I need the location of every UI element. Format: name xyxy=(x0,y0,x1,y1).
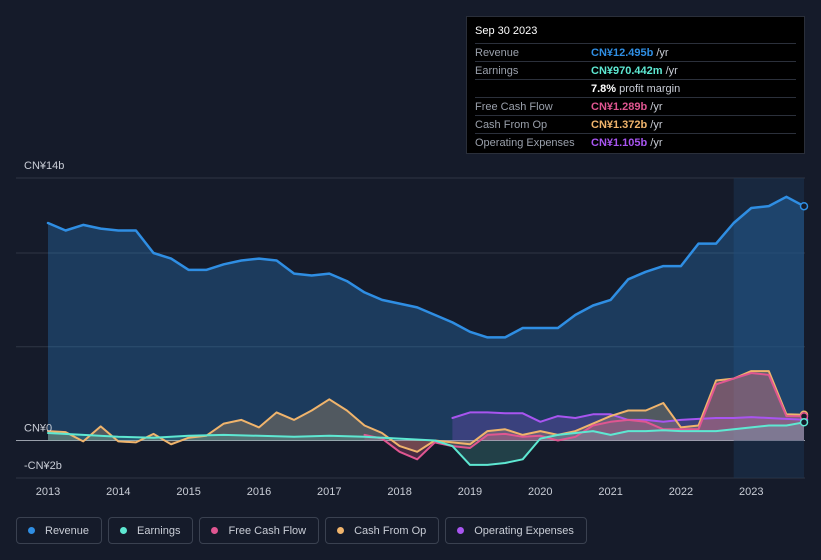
legend-item-earnings[interactable]: Earnings xyxy=(108,517,194,544)
legend-label: Operating Expenses xyxy=(474,524,574,537)
series-areas xyxy=(48,196,804,465)
legend-dot-icon xyxy=(211,527,219,534)
legend-item-revenue[interactable]: Revenue xyxy=(16,517,103,544)
grid-lines xyxy=(16,177,805,479)
x-tick-label: 2014 xyxy=(106,486,130,498)
tooltip-row-value: CN¥1.105b xyxy=(591,136,648,149)
revenue-line xyxy=(46,195,806,339)
tooltip-panel: Sep 30 2023 Revenue CN¥12.495b/yr Earnings… xyxy=(466,16,805,154)
revenue-end-point xyxy=(799,201,809,211)
x-tick-label: 2013 xyxy=(36,486,60,498)
y-axis-labels: CN¥14b CN¥0 -CN¥2b xyxy=(24,160,64,472)
tooltip-row-value: CN¥12.495b xyxy=(591,46,654,59)
legend-label: Cash From Op xyxy=(354,524,427,537)
legend-label: Earnings xyxy=(137,524,181,537)
x-tick-label: 2022 xyxy=(669,486,693,498)
chart-legend: Revenue Earnings Free Cash Flow Cash From O… xyxy=(16,517,587,544)
tooltip-row-unit: /yr xyxy=(650,118,663,131)
legend-dot-icon xyxy=(457,527,465,534)
y-tick-label: CN¥0 xyxy=(24,423,52,435)
tooltip-row-unit: /yr xyxy=(650,136,663,149)
tooltip-row-label: Revenue xyxy=(475,46,520,59)
x-tick-label: 2015 xyxy=(176,486,200,498)
tooltip-row: Earnings CN¥970.442m/yr xyxy=(475,61,796,79)
tooltip-row-unit: /yr xyxy=(656,46,669,59)
legend-dot-icon xyxy=(28,527,35,534)
tooltip-row: Cash From Op CN¥1.372b/yr xyxy=(475,115,796,133)
tooltip-row: Free Cash Flow CN¥1.289b/yr xyxy=(475,97,796,115)
tooltip-row-unit: /yr xyxy=(665,64,678,77)
x-tick-label: 2017 xyxy=(317,486,341,498)
legend-label: Revenue xyxy=(45,524,90,537)
series-end-markers xyxy=(799,201,809,427)
y-tick-label: -CN¥2b xyxy=(24,460,62,472)
x-tick-label: 2021 xyxy=(598,486,622,498)
cash-from-op-line xyxy=(47,370,805,453)
x-tick-label: 2019 xyxy=(458,486,482,498)
x-axis-labels: 2013 2014 2015 2016 2017 2018 2019 2020 2021 2022… xyxy=(36,486,764,498)
legend-dot-icon xyxy=(337,527,345,534)
legend-item-free-cash-flow[interactable]: Free Cash Flow xyxy=(199,517,320,544)
y-tick-label: CN¥14b xyxy=(24,160,64,172)
tooltip-row-label: Free Cash Flow xyxy=(475,100,553,113)
free-cash-flow-area xyxy=(364,373,804,460)
tooltip-row-unit: /yr xyxy=(650,100,663,113)
tooltip-date: Sep 30 2023 xyxy=(475,25,538,37)
x-tick-label: 2020 xyxy=(528,486,552,498)
tooltip-row: Operating Expenses CN¥1.105b/yr xyxy=(475,133,796,151)
legend-item-cash-from-op[interactable]: Cash From Op xyxy=(325,517,440,544)
cash-from-op-area xyxy=(48,371,804,452)
tooltip-row-value: CN¥1.372b xyxy=(591,118,648,131)
legend-dot-icon xyxy=(120,527,128,534)
earnings-line xyxy=(47,421,805,466)
tooltip-row: 7.8% profit margin xyxy=(475,79,796,97)
tooltip-row-unit: profit margin xyxy=(619,82,681,95)
x-tick-label: 2016 xyxy=(247,486,271,498)
x-tick-label: 2023 xyxy=(739,486,763,498)
legend-item-operating-expenses[interactable]: Operating Expenses xyxy=(445,517,587,544)
series-lines xyxy=(46,195,806,466)
tooltip-rows: Revenue CN¥12.495b/yr Earnings CN¥970.442m /… xyxy=(475,43,796,151)
tooltip-row: Revenue CN¥12.495b/yr xyxy=(475,43,796,61)
legend-label: Free Cash Flow xyxy=(228,524,307,537)
tooltip-row-value: 7.8% xyxy=(591,82,617,95)
tooltip-row-value: CN¥1.289b xyxy=(591,100,648,113)
tooltip-row-label: Operating Expenses xyxy=(475,136,575,149)
operating-expenses-area xyxy=(452,412,804,441)
tooltip-row-label: Earnings xyxy=(475,64,519,77)
tooltip-row-value: CN¥970.442m xyxy=(591,64,663,77)
revenue-area xyxy=(48,196,804,441)
tooltip-row-label: Cash From Op xyxy=(475,118,548,131)
earnings-end-point xyxy=(799,418,809,427)
x-tick-label: 2018 xyxy=(387,486,411,498)
